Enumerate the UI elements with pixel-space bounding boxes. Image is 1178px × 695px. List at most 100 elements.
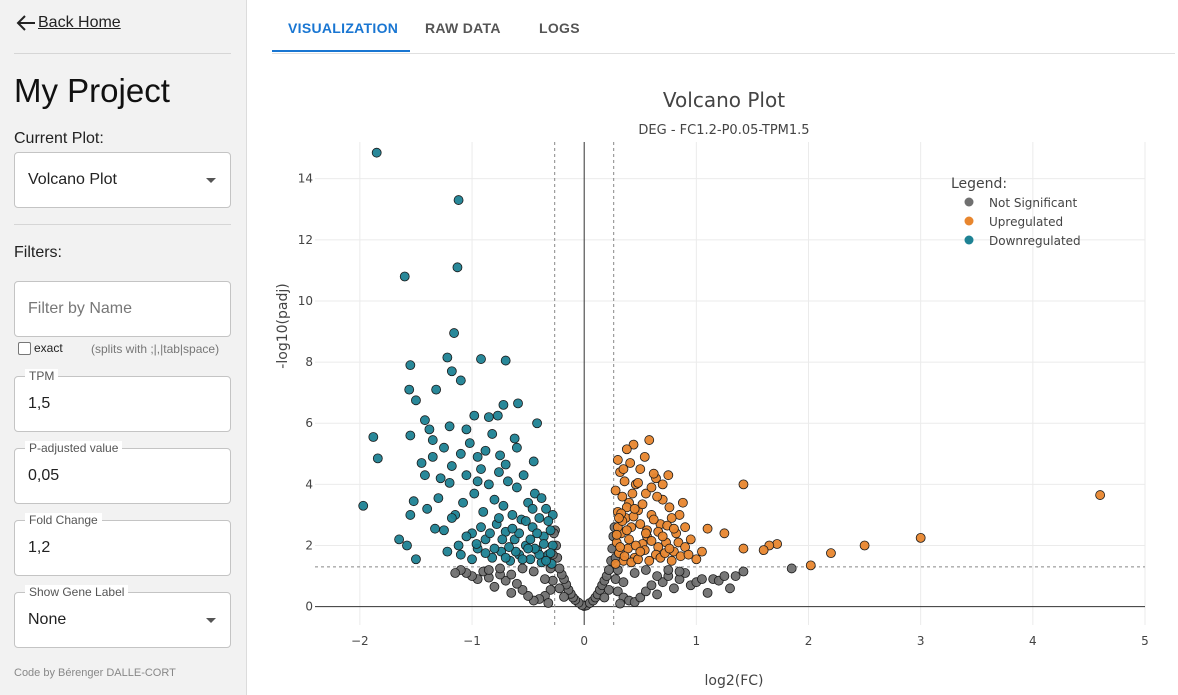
down-point [476,464,486,474]
down-point [358,500,369,511]
y-tick-label: 0 [305,600,313,614]
tab-visualization[interactable]: VISUALIZATION [288,20,399,36]
ns-point [702,588,713,598]
up-point [629,503,640,514]
legend-item-up[interactable]: Upregulated [989,215,1063,229]
current-plot-label: Current Plot: [14,130,104,147]
ns-point [554,563,565,574]
up-point [644,435,655,445]
padj-input[interactable]: P-adjusted value 0,05 [14,441,231,504]
up-point [614,513,624,523]
down-point [453,540,464,551]
tab-logs[interactable]: LOGS [539,20,580,36]
name-filter-input[interactable]: Filter by Name [14,281,231,337]
name-filter-placeholder: Filter by Name [28,300,133,317]
down-point [458,497,468,508]
fold-change-label: Fold Change [25,513,102,527]
down-point [498,399,509,410]
up-point [648,514,659,525]
up-point [635,519,646,530]
down-point [455,375,466,386]
up-point [646,482,657,493]
down-point [478,506,489,517]
down-point [455,549,466,560]
ns-point [506,569,517,580]
down-point [442,546,453,557]
up-point [719,528,730,539]
exact-checkbox[interactable] [18,341,31,355]
gene-label-select[interactable]: Show Gene Label None [14,585,231,648]
up-point [628,439,639,450]
ns-point [540,574,550,585]
up-point [618,464,629,474]
down-point [404,384,415,395]
down-point [472,451,483,462]
tpm-input[interactable]: TPM 1,5 [14,369,231,432]
up-point [673,537,684,548]
down-point [469,410,480,421]
x-axis-label: log2(FC) [704,673,763,689]
down-point [471,539,482,549]
up-point [666,513,677,523]
down-point [455,448,466,459]
ns-point [615,598,625,609]
ns-point [652,571,662,581]
ns-point [652,589,662,600]
up-point [826,548,836,559]
down-point [476,354,486,364]
down-point [435,473,446,484]
down-point [461,424,472,435]
down-point [545,525,556,536]
x-tick-label: 3 [917,634,925,648]
legend-item-down[interactable]: Downregulated [989,234,1081,248]
fold-change-input[interactable]: Fold Change 1,2 [14,513,231,576]
down-point [536,493,547,504]
down-point [442,352,453,363]
up-point [640,528,651,539]
tpm-value: 1,5 [28,395,51,412]
ns-point [500,575,511,586]
down-point [483,479,494,490]
up-point [646,536,657,546]
down-point [433,493,444,504]
up-point [637,499,648,510]
down-point [498,500,509,511]
ns-point [635,592,646,603]
ns-point [511,578,522,589]
down-point [476,522,486,533]
y-tick-label: 6 [305,416,313,430]
ns-point [719,571,730,581]
down-point [532,528,542,539]
back-home-link[interactable]: Back Home [16,14,121,32]
legend-item-ns[interactable]: Not Significant [989,196,1077,210]
down-point [427,451,438,462]
divider [14,53,231,54]
down-point [489,543,500,554]
exact-checkbox-row[interactable]: exact [18,341,63,355]
divider [14,224,231,225]
grid-lines [315,142,1146,625]
up-point [772,539,783,549]
up-point [738,479,749,490]
down-point [411,395,421,406]
down-point [452,262,463,273]
up-point [805,560,816,571]
down-point [483,412,494,423]
down-point [405,430,416,441]
fold-change-value: 1,2 [28,539,51,556]
caret-down-icon [206,618,216,623]
up-point [611,529,622,540]
up-point [738,543,749,554]
back-home-label[interactable]: Back Home [38,14,121,31]
down-point [480,548,491,559]
up-point [915,532,926,543]
ns-point [730,571,741,581]
down-point [489,494,500,505]
tab-raw-data[interactable]: RAW DATA [425,20,501,36]
down-point [497,534,508,545]
current-plot-value: Volcano Plot [28,171,117,188]
current-plot-select[interactable]: Volcano Plot [14,152,231,208]
up-point [663,470,674,481]
ns-point [674,566,685,577]
padj-value: 0,05 [28,467,60,484]
